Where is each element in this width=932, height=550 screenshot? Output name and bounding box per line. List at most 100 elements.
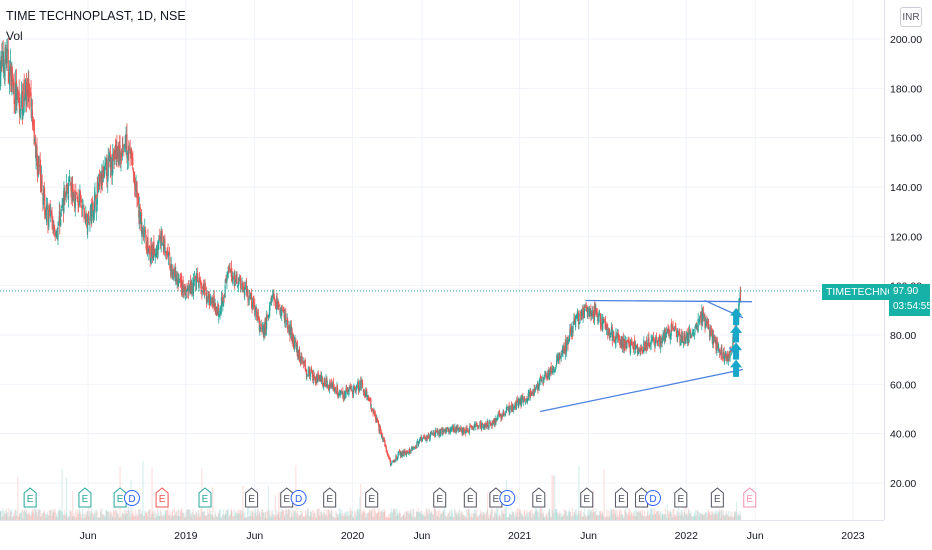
candle-body [665,333,667,338]
volume-bar [396,508,398,520]
earnings-marker[interactable]: E [433,487,447,508]
candle-body [619,339,621,341]
earnings-marker[interactable]: E [280,487,294,508]
volume-bar [526,509,528,520]
volume-bar [190,513,192,520]
candle-body [416,440,418,443]
volume-bar [454,508,456,520]
earnings-marker[interactable]: E [580,487,594,508]
candle-body [543,378,545,383]
candle-body [113,151,115,161]
earnings-marker[interactable]: E [155,487,169,508]
candle-body [159,235,161,241]
candle-body [209,296,212,304]
candle-body [317,373,319,375]
drawings[interactable] [540,299,753,413]
volume-bar [314,513,316,520]
volume-bar [714,510,717,520]
volume-bar [208,508,211,520]
earnings-marker[interactable]: E [532,487,546,508]
volume-bar [289,509,291,520]
candle-body [520,397,523,405]
volume-bar [289,517,292,520]
earnings-marker[interactable]: E [198,487,212,508]
volume-bar [354,510,356,520]
earnings-marker[interactable]: E [365,487,379,508]
volume-bar [652,514,655,520]
volume-bar [46,511,49,520]
earnings-marker[interactable]: E [614,487,628,508]
volume-bar [576,516,578,520]
earnings-marker[interactable]: E [489,487,503,508]
candle-body [348,387,350,390]
candle-body [268,308,271,317]
volume-bar [442,511,444,520]
candle-body [460,427,462,430]
volume-bar [166,510,168,520]
earnings-marker[interactable]: E [323,487,337,508]
volume-bar [161,516,164,520]
volume-bar [160,509,162,520]
candle-body [245,284,248,295]
dividend-marker[interactable]: D [123,490,140,506]
volume-bar [156,513,158,520]
earnings-marker[interactable]: E [635,487,649,508]
earnings-marker[interactable]: E [245,487,259,508]
time-axis[interactable]: Jun 2019 Jun 2020 Jun 2021 Jun 2022 Jun 2023 [0,520,884,543]
dividend-marker[interactable]: D [644,490,661,506]
candle-body [108,155,110,160]
volume-bar [456,513,458,520]
volume-bar [478,514,480,520]
candle-body [582,309,585,318]
earnings-marker[interactable]: E [674,487,688,508]
event-letter: D [128,494,135,505]
candle-body [715,340,717,350]
volume-bar [379,511,381,520]
earnings-marker[interactable]: E [743,487,757,508]
volume-bar [709,515,711,520]
volume-bar [677,512,679,520]
candle-body [739,291,741,301]
candle-body [487,421,489,425]
volume-bar [56,513,58,520]
candle-body [404,452,407,456]
candle-body [273,296,276,301]
volume-bar [451,513,454,520]
dividend-marker[interactable]: D [290,490,307,506]
candle-body [240,288,243,290]
candle-body [738,303,740,319]
earnings-marker[interactable]: E [23,487,37,508]
candle-body [635,345,638,348]
candle-body [290,325,292,335]
candle-body [240,278,242,289]
candle-body [530,392,533,396]
candle-body [119,145,121,162]
earnings-marker[interactable]: E [113,487,127,508]
candle-body [230,268,233,278]
volume-bar [577,513,579,520]
earnings-marker[interactable]: E [78,487,92,508]
candle-body [54,233,56,235]
earnings-marker[interactable]: E [710,487,724,508]
price-axis[interactable]: 20.0040.0060.0080.00100.00120.00140.0016… [884,0,932,550]
candle-body [714,340,717,342]
dividend-marker[interactable]: D [499,490,516,506]
candle-body [508,405,510,414]
volume-bar [729,511,731,520]
volume-bar [393,508,396,520]
volume-bar [717,510,719,520]
currency-button[interactable]: INR [900,7,922,27]
volume-bar [485,514,487,520]
event-letter: E [117,494,124,505]
volume-bar [392,508,395,520]
volume-bar [591,513,593,520]
candle-body [247,288,249,301]
candle-body [398,451,401,453]
candle-body [50,210,53,216]
candle-body [494,418,496,425]
volume-bar [565,509,567,520]
volume-bar [603,515,605,520]
earnings-marker[interactable]: E [463,487,477,508]
